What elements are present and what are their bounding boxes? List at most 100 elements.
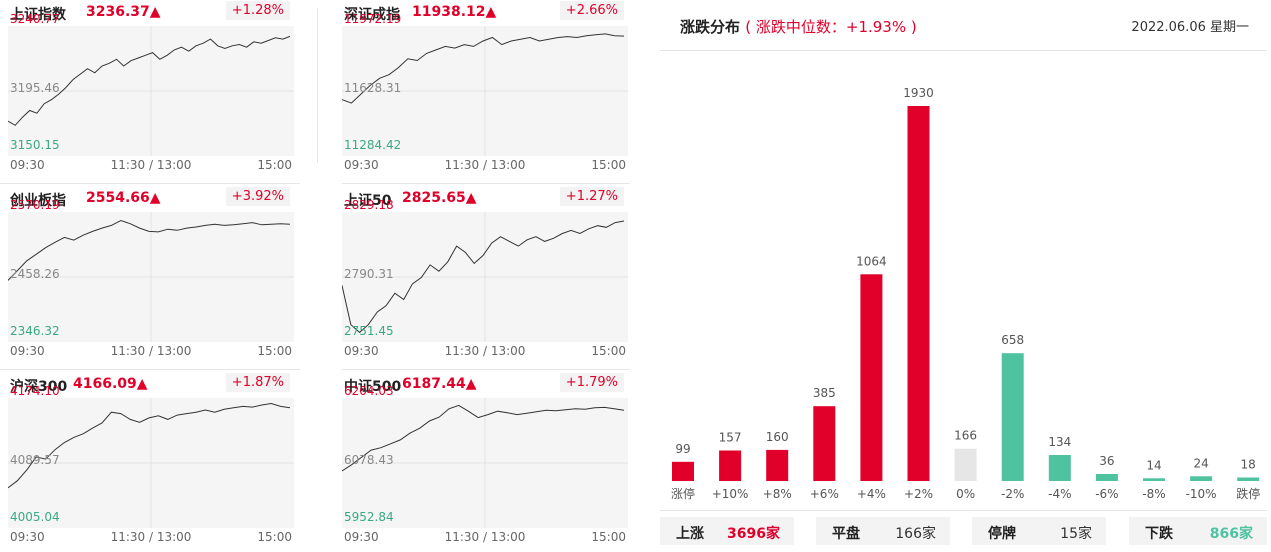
distribution-bar xyxy=(672,461,694,481)
bar-value-label: 24 xyxy=(1193,456,1208,470)
index-line-chart xyxy=(7,26,294,156)
distribution-bar xyxy=(1095,474,1118,481)
index-change: +2.66% xyxy=(559,1,624,20)
bar-category-label: 跌停 xyxy=(1236,486,1260,501)
summary-box: 停牌 15家 xyxy=(972,517,1106,545)
index-value: 3236.37▲ xyxy=(86,4,161,20)
title-underline xyxy=(660,50,1267,51)
row-separator xyxy=(342,369,630,370)
index-name: 中证500 xyxy=(344,379,402,395)
index-panel[interactable]: 创业板指 2554.66▲ +3.92% 2570.19 2458.26 2346.32 0… xyxy=(7,186,294,366)
summary-value: 3696家 xyxy=(727,526,780,542)
index-value: 4166.09▲ xyxy=(73,376,148,392)
index-name: 沪深300 xyxy=(10,379,68,395)
index-panel[interactable]: 沪深300 4166.09▲ +1.87% 4174.10 4089.57 4005.04… xyxy=(7,372,294,552)
bar-category-label: +2% xyxy=(904,487,933,501)
x-label-close: 15:00 xyxy=(591,344,626,358)
index-panel[interactable]: 上证50 2825.65▲ +1.27% 2829.18 2790.31 2751.45 0… xyxy=(341,186,628,366)
x-label-midday: 11:30 / 13:00 xyxy=(110,530,192,544)
y-mid-label: 11628.31 xyxy=(344,81,402,95)
index-plot-area xyxy=(7,26,294,156)
distribution-bar xyxy=(1048,455,1071,481)
x-label-midday: 11:30 / 13:00 xyxy=(110,158,192,172)
bar-category-label: +10% xyxy=(712,487,749,501)
distribution-title: 涨跌分布 ( 涨跌中位数：+1.93% ) xyxy=(680,16,917,37)
summary-label: 停牌 xyxy=(988,526,1016,542)
y-high-label: 3240.77 xyxy=(10,12,60,26)
index-name: 上证50 xyxy=(344,193,392,209)
index-price-line xyxy=(7,219,291,281)
bar-category-label: -4% xyxy=(1048,487,1071,501)
index-plot-area xyxy=(341,26,628,156)
distribution-bar xyxy=(766,449,789,481)
y-low-label: 5952.84 xyxy=(344,510,394,524)
distribution-bar xyxy=(954,448,977,481)
index-panel[interactable]: 中证500 6187.44▲ +1.79% 6204.03 6078.43 5952.84… xyxy=(341,372,628,552)
index-plot-area xyxy=(7,212,294,342)
y-mid-label: 2790.31 xyxy=(344,267,394,281)
index-line-chart xyxy=(341,398,628,528)
bar-value-label: 157 xyxy=(719,431,742,445)
bar-value-label: 18 xyxy=(1241,458,1256,472)
summary-label: 平盘 xyxy=(832,526,860,542)
y-low-label: 4005.04 xyxy=(10,510,60,524)
y-mid-label: 4089.57 xyxy=(10,453,60,467)
index-panel[interactable]: 深证成指 11938.12▲ +2.66% 11972.19 11628.31 11284… xyxy=(341,0,628,180)
summary-box: 下跌 866家 xyxy=(1129,517,1267,545)
row-separator xyxy=(0,369,300,370)
index-price-line xyxy=(7,402,291,489)
bar-value-label: 99 xyxy=(675,442,690,456)
index-panel[interactable]: 上证指数 3236.37▲ +1.28% 3240.77 3195.46 3150.15 0… xyxy=(7,0,294,180)
x-label-open: 09:30 xyxy=(344,530,379,544)
x-label-open: 09:30 xyxy=(10,158,45,172)
index-name: 上证指数 xyxy=(10,7,66,23)
bar-category-label: -6% xyxy=(1095,487,1118,501)
bar-category-label: -2% xyxy=(1001,487,1024,501)
y-mid-label: 6078.43 xyxy=(344,453,394,467)
index-line-chart xyxy=(7,212,294,342)
bar-category-label: +4% xyxy=(857,487,886,501)
bar-category-label: -10% xyxy=(1186,487,1217,501)
x-label-open: 09:30 xyxy=(10,344,45,358)
index-plot-area xyxy=(341,212,628,342)
bar-category-label: -8% xyxy=(1142,487,1165,501)
index-plot-area xyxy=(7,398,294,528)
y-high-label: 11972.19 xyxy=(344,12,402,26)
index-value: 6187.44▲ xyxy=(402,376,477,392)
summary-value: 866家 xyxy=(1209,526,1253,542)
x-label-midday: 11:30 / 13:00 xyxy=(110,344,192,358)
x-label-midday: 11:30 / 13:00 xyxy=(444,344,526,358)
distribution-bar xyxy=(1190,476,1213,481)
bar-value-label: 166 xyxy=(954,429,977,443)
bar-value-label: 36 xyxy=(1099,454,1114,468)
y-low-label: 2346.32 xyxy=(10,324,60,338)
bar-value-label: 134 xyxy=(1048,435,1071,449)
y-high-label: 2829.18 xyxy=(344,198,394,212)
x-label-close: 15:00 xyxy=(257,344,292,358)
index-value: 2554.66▲ xyxy=(86,190,161,206)
row-separator xyxy=(0,183,300,184)
distribution-bar xyxy=(1143,478,1165,481)
index-line-chart xyxy=(7,398,294,528)
distribution-subtitle: ( 涨跌中位数：+1.93% ) xyxy=(745,18,917,36)
distribution-bar xyxy=(1237,477,1260,481)
y-mid-label: 2458.26 xyxy=(10,267,60,281)
bar-value-label: 658 xyxy=(1001,333,1024,347)
index-name: 深证成指 xyxy=(344,7,400,23)
index-value: 11938.12▲ xyxy=(412,4,497,20)
index-value: 2825.65▲ xyxy=(402,190,477,206)
index-change: +1.28% xyxy=(225,1,290,20)
distribution-baseline xyxy=(660,510,1267,511)
x-label-close: 15:00 xyxy=(257,530,292,544)
x-label-close: 15:00 xyxy=(257,158,292,172)
bar-value-label: 1930 xyxy=(903,86,934,100)
distribution-bar-chart: 99 涨停 157 +10% 160 +8% 385 +6% 1064 +4% 1930 +2% 166… xyxy=(671,86,1260,501)
index-line-chart xyxy=(341,26,628,156)
index-change: +1.79% xyxy=(559,373,624,392)
row-separator xyxy=(342,183,630,184)
distribution-date: 2022.06.06 星期一 xyxy=(1131,20,1249,35)
x-label-open: 09:30 xyxy=(344,158,379,172)
index-change: +1.27% xyxy=(559,187,624,206)
x-label-midday: 11:30 / 13:00 xyxy=(444,530,526,544)
summary-value: 15家 xyxy=(1060,526,1092,542)
